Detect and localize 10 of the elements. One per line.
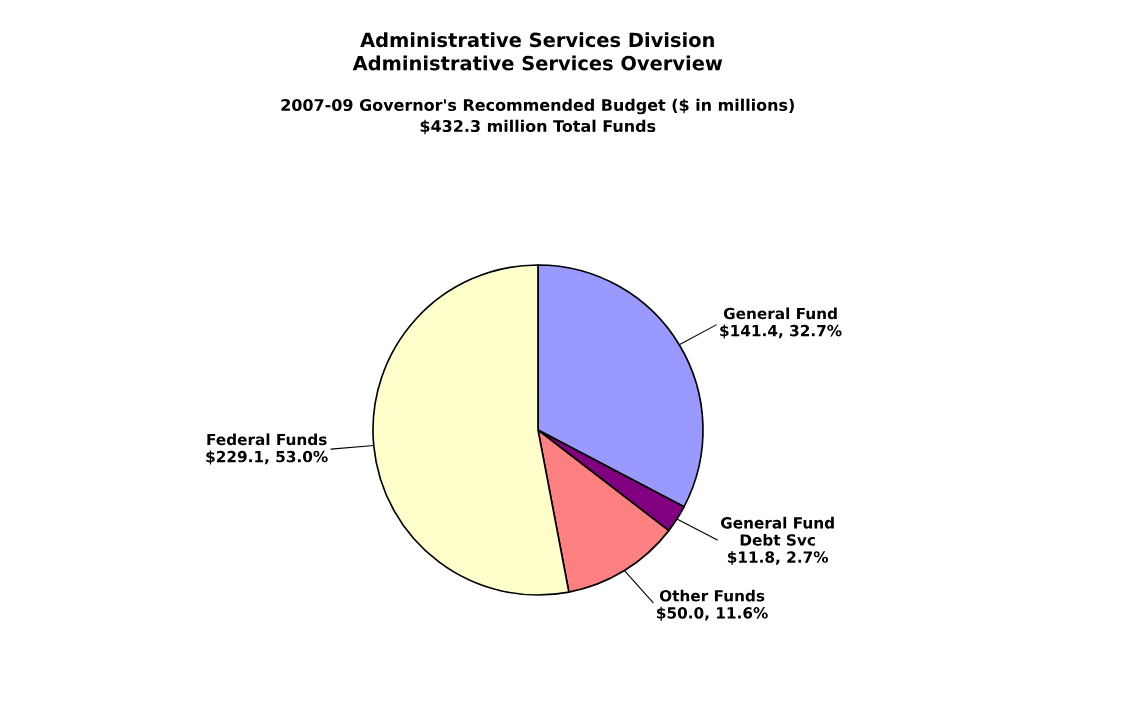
chart-title: Administrative Services Division Administrative Services Overview (352, 32, 723, 71)
data-label: $11.8, 2.7% (727, 551, 829, 565)
data-label: $50.0, 11.6% (657, 606, 768, 621)
chart-subtitle: 2007-09 Governor's Recommended Budget ($ in millions) $432.3 million Total Funds (281, 98, 794, 135)
slice-label: Other Funds (659, 589, 765, 602)
slice-label: General Fund Debt Svc (720, 516, 834, 546)
data-label: $141.4, 32.7% (720, 324, 842, 339)
slice-label: General Fund (723, 307, 837, 320)
data-label: $229.1, 53.0% (206, 450, 328, 465)
slice-label: Federal Funds (207, 433, 327, 446)
